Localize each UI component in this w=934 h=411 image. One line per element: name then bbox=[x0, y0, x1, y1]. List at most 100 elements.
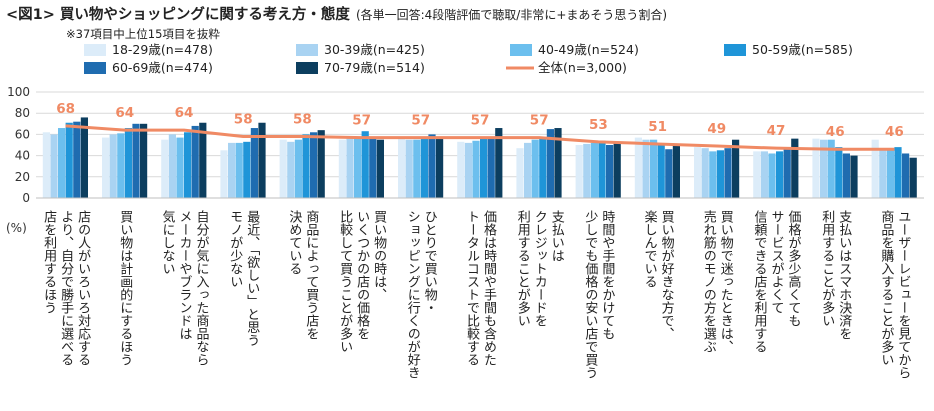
bar bbox=[665, 149, 673, 198]
legend-swatch bbox=[84, 62, 106, 74]
bar bbox=[140, 123, 148, 198]
bar bbox=[650, 139, 658, 198]
legend-swatch bbox=[724, 44, 746, 56]
y-tick-label: 40 bbox=[15, 149, 30, 163]
legend-entry: 50-59歳(n=585) bbox=[752, 42, 853, 57]
x-tick-label: 自分が気に入った商品なら bbox=[193, 210, 209, 366]
bar bbox=[117, 133, 125, 198]
bar bbox=[310, 132, 318, 198]
title-main: <図1> 買い物やショッピングに関する考え方・態度 bbox=[6, 7, 350, 23]
legend-entry: 全体(n=3,000) bbox=[538, 60, 627, 75]
bar bbox=[161, 139, 169, 198]
legend-entry: 18-29歳(n=478) bbox=[112, 42, 213, 57]
x-tick-label: ユーザーレビューを見てから bbox=[895, 210, 911, 379]
x-tick-label: サービスがよくて bbox=[768, 210, 784, 314]
bar bbox=[250, 128, 258, 198]
bar bbox=[80, 117, 88, 198]
bar bbox=[812, 138, 820, 198]
legend-swatch bbox=[296, 62, 318, 74]
bar bbox=[436, 136, 444, 198]
y-axis-label: (%) bbox=[6, 221, 27, 235]
y-tick-label: 20 bbox=[15, 170, 30, 184]
x-tick-label: トータルコストで比較する bbox=[464, 210, 479, 366]
bar bbox=[598, 140, 606, 198]
total-line bbox=[65, 124, 895, 151]
bar bbox=[642, 139, 650, 198]
y-tick-label: 100 bbox=[7, 85, 30, 99]
x-tick-label: 楽しんでいる bbox=[641, 210, 657, 288]
bar bbox=[791, 138, 799, 198]
bar bbox=[783, 148, 791, 198]
bar bbox=[369, 137, 377, 198]
bar bbox=[835, 147, 843, 198]
x-tick-label: 利用することが多い bbox=[819, 210, 835, 327]
bar bbox=[724, 148, 732, 198]
x-tick-label: 支払いはスマホ決済を bbox=[836, 210, 852, 340]
legend-swatch bbox=[84, 44, 106, 56]
bar bbox=[376, 139, 384, 198]
data-label: 58 bbox=[234, 112, 253, 128]
data-label: 58 bbox=[293, 112, 312, 128]
x-tick-label: クレジットカードを bbox=[531, 210, 547, 327]
x-tick-label: 買い物の時は、 bbox=[371, 210, 387, 301]
bar bbox=[575, 145, 583, 198]
data-label: 57 bbox=[530, 113, 549, 129]
bar bbox=[487, 136, 495, 198]
data-label: 57 bbox=[471, 113, 490, 129]
bar bbox=[58, 128, 66, 198]
x-tick-label: 価格は時間や手間も含めた bbox=[481, 210, 496, 366]
bar bbox=[176, 137, 184, 198]
bar bbox=[361, 131, 369, 198]
bar bbox=[302, 134, 310, 198]
data-label: 64 bbox=[175, 105, 194, 121]
bar bbox=[398, 137, 406, 198]
bar bbox=[472, 140, 480, 198]
data-label: 57 bbox=[411, 113, 430, 129]
bar bbox=[480, 137, 488, 198]
y-tick-label: 0 bbox=[22, 191, 30, 205]
data-label: 49 bbox=[707, 121, 726, 137]
x-tick-label: モノが少ない bbox=[227, 210, 243, 288]
data-label: 51 bbox=[648, 119, 667, 135]
bar bbox=[902, 153, 910, 198]
bar bbox=[132, 123, 140, 198]
title-note: (各単一回答:4段階評価で聴取/非常に+まあそう思う割合) bbox=[355, 8, 668, 22]
bar bbox=[776, 151, 784, 198]
legend-entry: 40-49歳(n=524) bbox=[538, 42, 639, 57]
bar bbox=[464, 142, 472, 198]
bar bbox=[495, 128, 503, 198]
x-tick-label: ショッピングに行くのが好き bbox=[404, 210, 420, 379]
bar bbox=[294, 139, 302, 198]
x-tick-label: メーカーやブランドは bbox=[176, 210, 192, 340]
bar bbox=[338, 139, 346, 198]
bar bbox=[732, 139, 740, 198]
x-tick-label: 利用することが多い bbox=[514, 210, 530, 327]
x-tick-label: 信頼できる店を利用する bbox=[751, 210, 767, 353]
bar bbox=[220, 150, 228, 198]
bar bbox=[258, 122, 266, 198]
bar bbox=[716, 150, 724, 198]
bar bbox=[109, 134, 117, 198]
bar bbox=[199, 122, 207, 198]
data-label: 47 bbox=[767, 123, 786, 139]
x-tick-label: 時間や手間をかけても bbox=[599, 210, 615, 340]
bar bbox=[228, 142, 236, 198]
bar bbox=[191, 125, 199, 198]
bar bbox=[184, 132, 192, 198]
bar bbox=[243, 141, 251, 198]
bar bbox=[50, 134, 58, 198]
bar bbox=[850, 155, 858, 198]
x-tick-label: 支払いは bbox=[548, 210, 564, 262]
bar bbox=[820, 139, 828, 198]
data-label: 64 bbox=[115, 105, 134, 121]
bar bbox=[554, 128, 562, 198]
bar bbox=[657, 143, 665, 198]
x-tick-label: ひとりで買い物・ bbox=[421, 210, 437, 314]
bar bbox=[346, 138, 354, 198]
bar bbox=[102, 137, 110, 198]
bar bbox=[634, 137, 642, 198]
bar bbox=[909, 157, 917, 198]
bar bbox=[531, 139, 539, 198]
bar bbox=[73, 121, 81, 198]
bar bbox=[168, 134, 176, 198]
